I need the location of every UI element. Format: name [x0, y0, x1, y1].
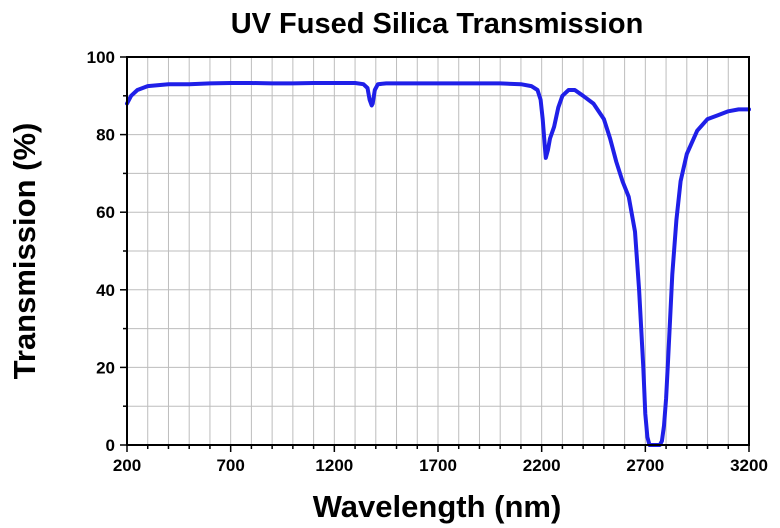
x-tick-label: 200	[113, 456, 141, 475]
y-tick-label: 20	[96, 358, 115, 377]
x-tick-labels: 200 700 1200 1700 2200 2700 3200	[113, 456, 768, 475]
y-tick-labels: 0 20 40 60 80 100	[87, 48, 115, 455]
y-tick-label: 60	[96, 203, 115, 222]
series-group	[125, 81, 751, 447]
y-axis-label: Transmission (%)	[7, 123, 42, 380]
x-tick-label: 2700	[626, 456, 664, 475]
y-tick-label: 100	[87, 48, 115, 67]
axis-ticks	[120, 56, 750, 452]
x-tick-label: 1700	[419, 456, 457, 475]
y-tick-label: 80	[96, 126, 115, 145]
chart-title: UV Fused Silica Transmission	[231, 8, 644, 40]
x-tick-label: 2200	[523, 456, 561, 475]
x-axis-label: Wavelength (nm)	[313, 489, 562, 524]
y-tick-label: 40	[96, 281, 115, 300]
transmission-series-line	[125, 81, 751, 447]
x-tick-label: 700	[216, 456, 244, 475]
y-tick-label: 0	[106, 436, 115, 455]
x-tick-label: 3200	[730, 456, 768, 475]
x-tick-label: 1200	[315, 456, 353, 475]
grid-lines	[127, 57, 749, 445]
